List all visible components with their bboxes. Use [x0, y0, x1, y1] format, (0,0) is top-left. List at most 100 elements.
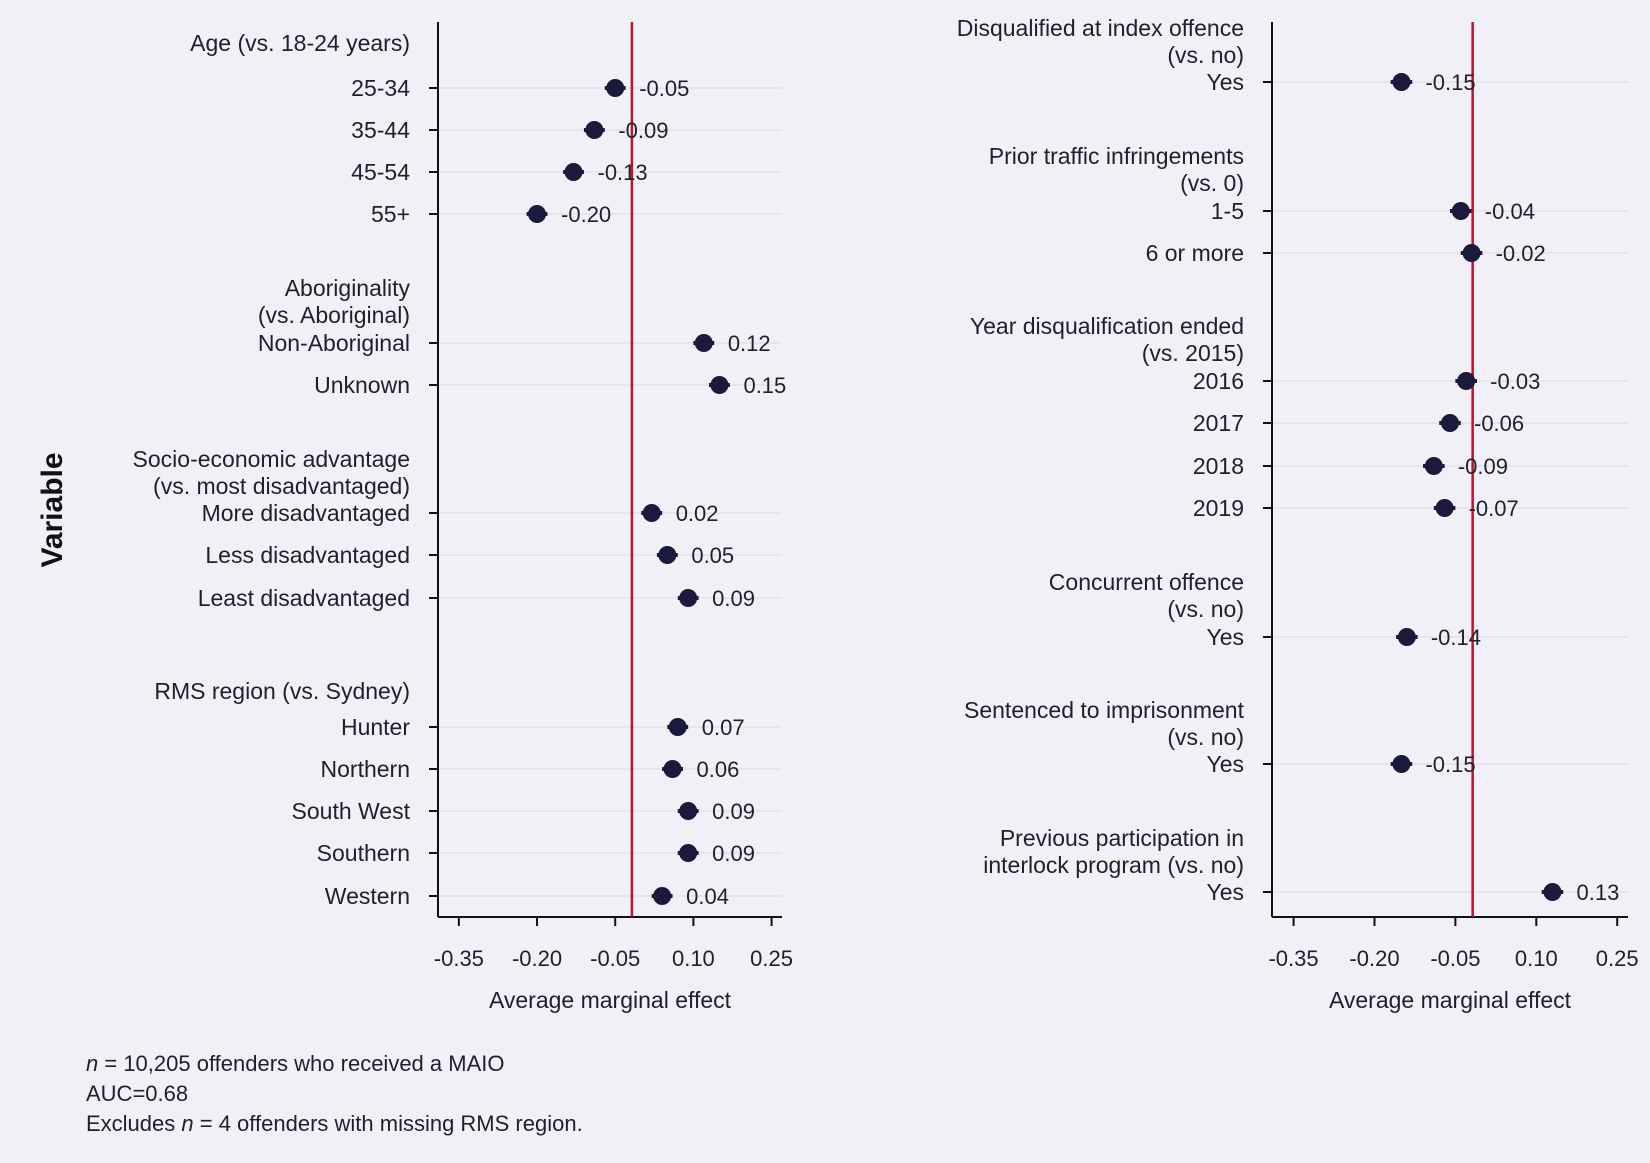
group-heading: interlock program (vs. no)	[983, 852, 1244, 878]
data-label: 0.09	[712, 586, 755, 611]
estimate-point	[1435, 499, 1454, 517]
estimate-point	[1392, 755, 1411, 773]
group-heading: Aboriginality	[285, 275, 411, 301]
row-label: 25-34	[351, 75, 410, 101]
row-label: Yes	[1206, 624, 1244, 650]
x-tick-label: 0.10	[672, 946, 715, 971]
footnote-n-symbol: n	[86, 1051, 99, 1076]
row-label: 45-54	[351, 159, 410, 185]
estimate-point	[528, 205, 547, 223]
row-label: 6 or more	[1146, 240, 1244, 266]
estimate-point	[606, 79, 625, 97]
data-label: 0.06	[697, 757, 740, 782]
row-label: Western	[325, 883, 410, 909]
row-label: Least disadvantaged	[198, 585, 410, 611]
data-label: -0.15	[1425, 752, 1475, 777]
x-tick-label: 0.25	[750, 946, 793, 971]
estimate-point	[1392, 73, 1411, 91]
row-label: Unknown	[314, 372, 410, 398]
group-heading: Socio-economic advantage	[133, 446, 410, 472]
data-label: -0.05	[639, 76, 689, 101]
row-label: More disadvantaged	[202, 500, 410, 526]
data-label: -0.07	[1469, 496, 1519, 521]
group-heading: (vs. no)	[1167, 42, 1244, 68]
group-heading: (vs. 0)	[1180, 170, 1244, 196]
group-heading: RMS region (vs. Sydney)	[154, 678, 410, 704]
data-label: -0.04	[1485, 199, 1535, 224]
data-label: -0.13	[598, 160, 648, 185]
data-label: -0.02	[1496, 241, 1546, 266]
footnotes: n = 10,205 offenders who received a MAIO…	[86, 1049, 583, 1139]
x-axis-title: Average marginal effect	[1329, 987, 1572, 1013]
estimate-point	[585, 121, 604, 139]
data-label: -0.15	[1425, 70, 1475, 95]
footnote-exclusions-text: = 4 offenders with missing RMS region.	[193, 1111, 583, 1136]
row-label: Northern	[321, 756, 410, 782]
estimate-point	[1462, 244, 1481, 262]
estimate-point	[668, 718, 687, 736]
left-panel: -0.35 -0.20 -0.05 0.10 0.25 Average marginal …	[133, 22, 793, 1013]
group-heading: (vs. most disadvantaged)	[153, 473, 410, 499]
estimate-point	[663, 760, 682, 778]
group-heading: Concurrent offence	[1049, 569, 1244, 595]
group-heading: Previous participation in	[1000, 825, 1244, 851]
data-label: -0.20	[561, 202, 611, 227]
row-label: 1-5	[1211, 198, 1244, 224]
row-label: Yes	[1206, 751, 1244, 777]
group-heading: (vs. 2015)	[1142, 340, 1244, 366]
estimate-point	[1451, 202, 1470, 220]
data-label: -0.09	[618, 118, 668, 143]
group-heading: (vs. Aboriginal)	[258, 302, 410, 328]
estimate-point	[658, 546, 677, 564]
x-tick-label: 0.10	[1515, 946, 1558, 971]
row-label: 2018	[1193, 453, 1244, 479]
data-label: 0.09	[712, 841, 755, 866]
estimate-point	[1397, 628, 1416, 646]
row-label: Non-Aboriginal	[258, 330, 410, 356]
estimate-point	[679, 802, 698, 820]
estimate-point	[1424, 457, 1443, 475]
estimate-point	[710, 376, 729, 394]
x-tick-label: -0.05	[1430, 946, 1480, 971]
row-label: Yes	[1206, 879, 1244, 905]
row-label: Yes	[1206, 69, 1244, 95]
x-tick-label: -0.20	[512, 946, 562, 971]
data-label: -0.06	[1474, 411, 1524, 436]
x-tick-label: 0.25	[1596, 946, 1639, 971]
data-label: 0.15	[743, 373, 786, 398]
data-label: 0.02	[676, 501, 719, 526]
group-heading: Sentenced to imprisonment	[964, 697, 1245, 723]
row-label: 2016	[1193, 368, 1244, 394]
right-panel: -0.35 -0.20 -0.05 0.10 0.25 Average marginal …	[957, 15, 1639, 1013]
group-heading: Prior traffic infringements	[989, 143, 1244, 169]
row-label: Southern	[317, 840, 410, 866]
footnote-n-symbol: n	[181, 1111, 194, 1136]
row-label: 55+	[371, 201, 410, 227]
data-label: -0.03	[1490, 369, 1540, 394]
row-label: 2017	[1193, 410, 1244, 436]
group-heading: Age (vs. 18-24 years)	[190, 30, 410, 56]
estimate-point	[679, 589, 698, 607]
estimate-point	[1457, 372, 1476, 390]
x-axis-title: Average marginal effect	[489, 987, 732, 1013]
footnote-exclusions: Excludes n = 4 offenders with missing RM…	[86, 1109, 583, 1139]
group-heading: Year disqualification ended	[970, 313, 1244, 339]
estimate-point	[1441, 414, 1459, 432]
x-tick-label: -0.35	[1268, 946, 1318, 971]
data-label: -0.14	[1431, 625, 1481, 650]
row-label: 35-44	[351, 117, 410, 143]
data-label: 0.12	[728, 331, 771, 356]
group-heading: (vs. no)	[1167, 596, 1244, 622]
estimate-point	[642, 504, 661, 522]
x-tick-label: -0.20	[1349, 946, 1399, 971]
estimate-point	[1543, 883, 1562, 901]
row-label: South West	[292, 798, 411, 824]
footnote-auc: AUC=0.68	[86, 1081, 189, 1106]
footnote-sample-size: n = 10,205 offenders who received a MAIO	[86, 1049, 583, 1079]
data-label: 0.13	[1576, 880, 1619, 905]
data-label: 0.04	[686, 884, 729, 909]
footnote-sample-size-text: = 10,205 offenders who received a MAIO	[98, 1051, 505, 1076]
row-label: 2019	[1193, 495, 1244, 521]
